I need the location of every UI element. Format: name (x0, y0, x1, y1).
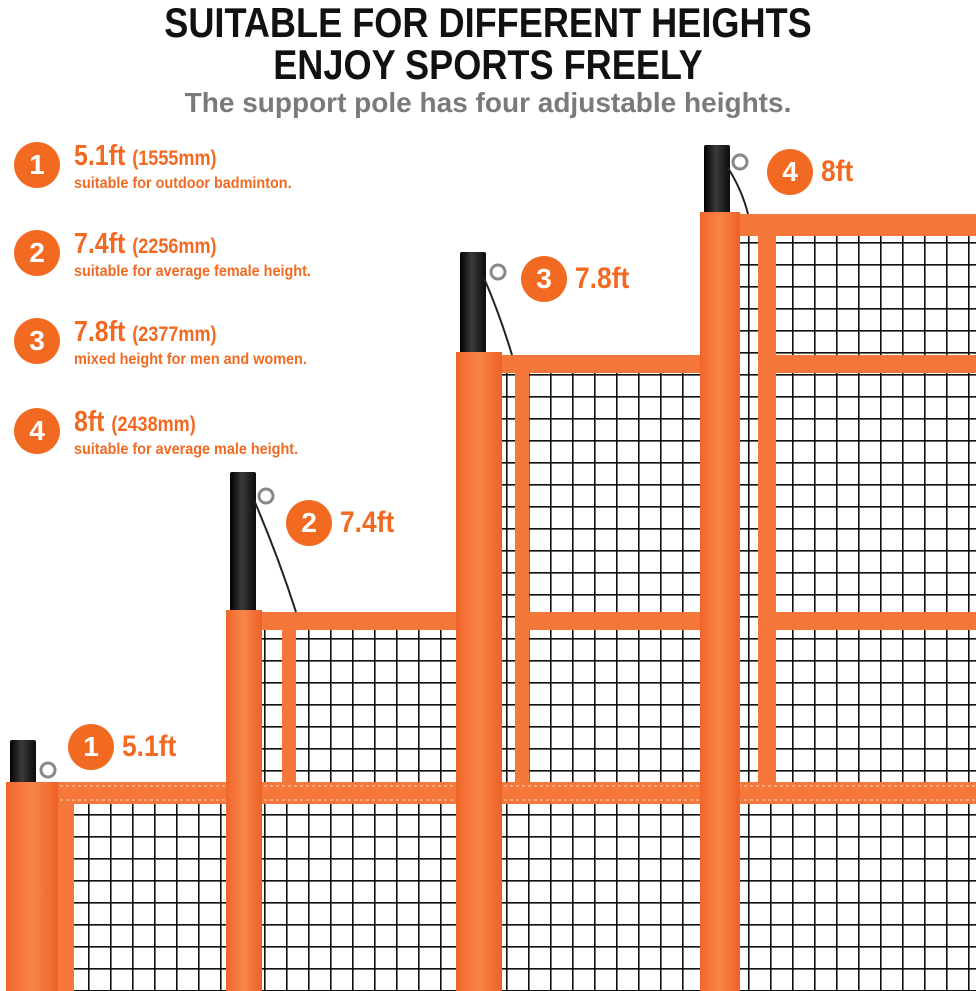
spec-height-ft: 8ft (74, 406, 105, 438)
pole-7-4ft (226, 472, 297, 991)
spec-height-mm: (2438mm) (111, 413, 196, 436)
pole-top-5-1ft (10, 740, 36, 785)
spec-height-ft: 5.1ft (74, 140, 126, 172)
pole-5-1ft (6, 740, 58, 991)
pole-ring-8ft (731, 153, 749, 171)
spec-height-mm: (2256mm) (132, 235, 217, 258)
spec-number-badge: 1 (14, 142, 60, 188)
spec-height: 8ft (2438mm) (74, 406, 196, 441)
pole-top-8ft (704, 145, 730, 215)
subtitle: The support pole has four adjustable hei… (184, 87, 792, 118)
net-sideband-5-1ft (58, 804, 74, 991)
spec-height-mm: (1555mm) (132, 147, 217, 170)
spec-height: 7.4ft (2256mm) (74, 228, 217, 263)
spec-item: 3 7.8ft (2377mm) mixed height for men an… (14, 316, 414, 386)
spec-item: 2 7.4ft (2256mm) suitable for average fe… (14, 228, 414, 298)
pole-ring-5-1ft (39, 761, 57, 779)
height-tag-label: 7.8ft (575, 262, 630, 295)
headline-line-2: ENJOY SPORTS FREELY (273, 41, 703, 88)
spec-description: suitable for average male height. (74, 441, 299, 458)
height-tag-badge: 4 (767, 149, 813, 195)
spec-description: mixed height for men and women. (74, 351, 307, 368)
pole-8ft (700, 145, 749, 991)
spec-height: 7.8ft (2377mm) (74, 316, 217, 351)
spec-number-badge: 4 (14, 408, 60, 454)
net-headband-7-4ft (262, 612, 500, 630)
pole-cord-7-4ft (253, 499, 297, 613)
spec-height-ft: 7.4ft (74, 228, 126, 260)
pole-top-7-8ft (460, 252, 486, 357)
spec-number-badge: 2 (14, 230, 60, 276)
spec-item: 1 5.1ft (1555mm) suitable for outdoor ba… (14, 140, 414, 210)
pole-cord-7-8ft (483, 277, 513, 356)
pole-sleeve-7-4ft (226, 610, 262, 991)
pole-sleeve-5-1ft (6, 782, 58, 991)
net-headband-8ft (740, 214, 976, 236)
pole-cord-8ft (727, 167, 749, 215)
headline-line-1: SUITABLE FOR DIFFERENT HEIGHTS (164, 0, 812, 46)
net-headband-7-8ft (500, 355, 740, 373)
height-tag-badge: 1 (68, 724, 114, 770)
pole-sleeve-7-8ft (456, 352, 502, 991)
pole-ring-7-4ft (257, 487, 275, 505)
pole-7-8ft (456, 252, 513, 991)
spec-height-mm: (2377mm) (132, 323, 217, 346)
spec-description: suitable for outdoor badminton. (74, 175, 292, 192)
height-tag-badge: 2 (286, 500, 332, 546)
net-headband-5-1ft (30, 782, 976, 804)
net-crossband-8ft-b (758, 612, 976, 630)
net-crossband-7-8ft (515, 612, 740, 630)
spec-description: suitable for average female height. (74, 263, 311, 280)
net-crossband-8ft-a (758, 355, 976, 373)
height-tag-label: 5.1ft (122, 730, 177, 763)
height-tag-label: 7.4ft (340, 506, 395, 539)
spec-item: 4 8ft (2438mm) suitable for average male… (14, 406, 414, 476)
spec-number-badge: 3 (14, 318, 60, 364)
spec-height-ft: 7.8ft (74, 316, 126, 348)
pole-ring-7-8ft (489, 263, 507, 281)
spec-height: 5.1ft (1555mm) (74, 140, 217, 175)
net-section-5-1ft (30, 782, 976, 991)
height-tag-badge: 3 (521, 256, 567, 302)
pole-top-7-4ft (230, 472, 256, 614)
pole-sleeve-8ft (700, 212, 740, 991)
net-mesh-5-1ft (30, 782, 976, 991)
height-tag-label: 8ft (821, 155, 854, 188)
